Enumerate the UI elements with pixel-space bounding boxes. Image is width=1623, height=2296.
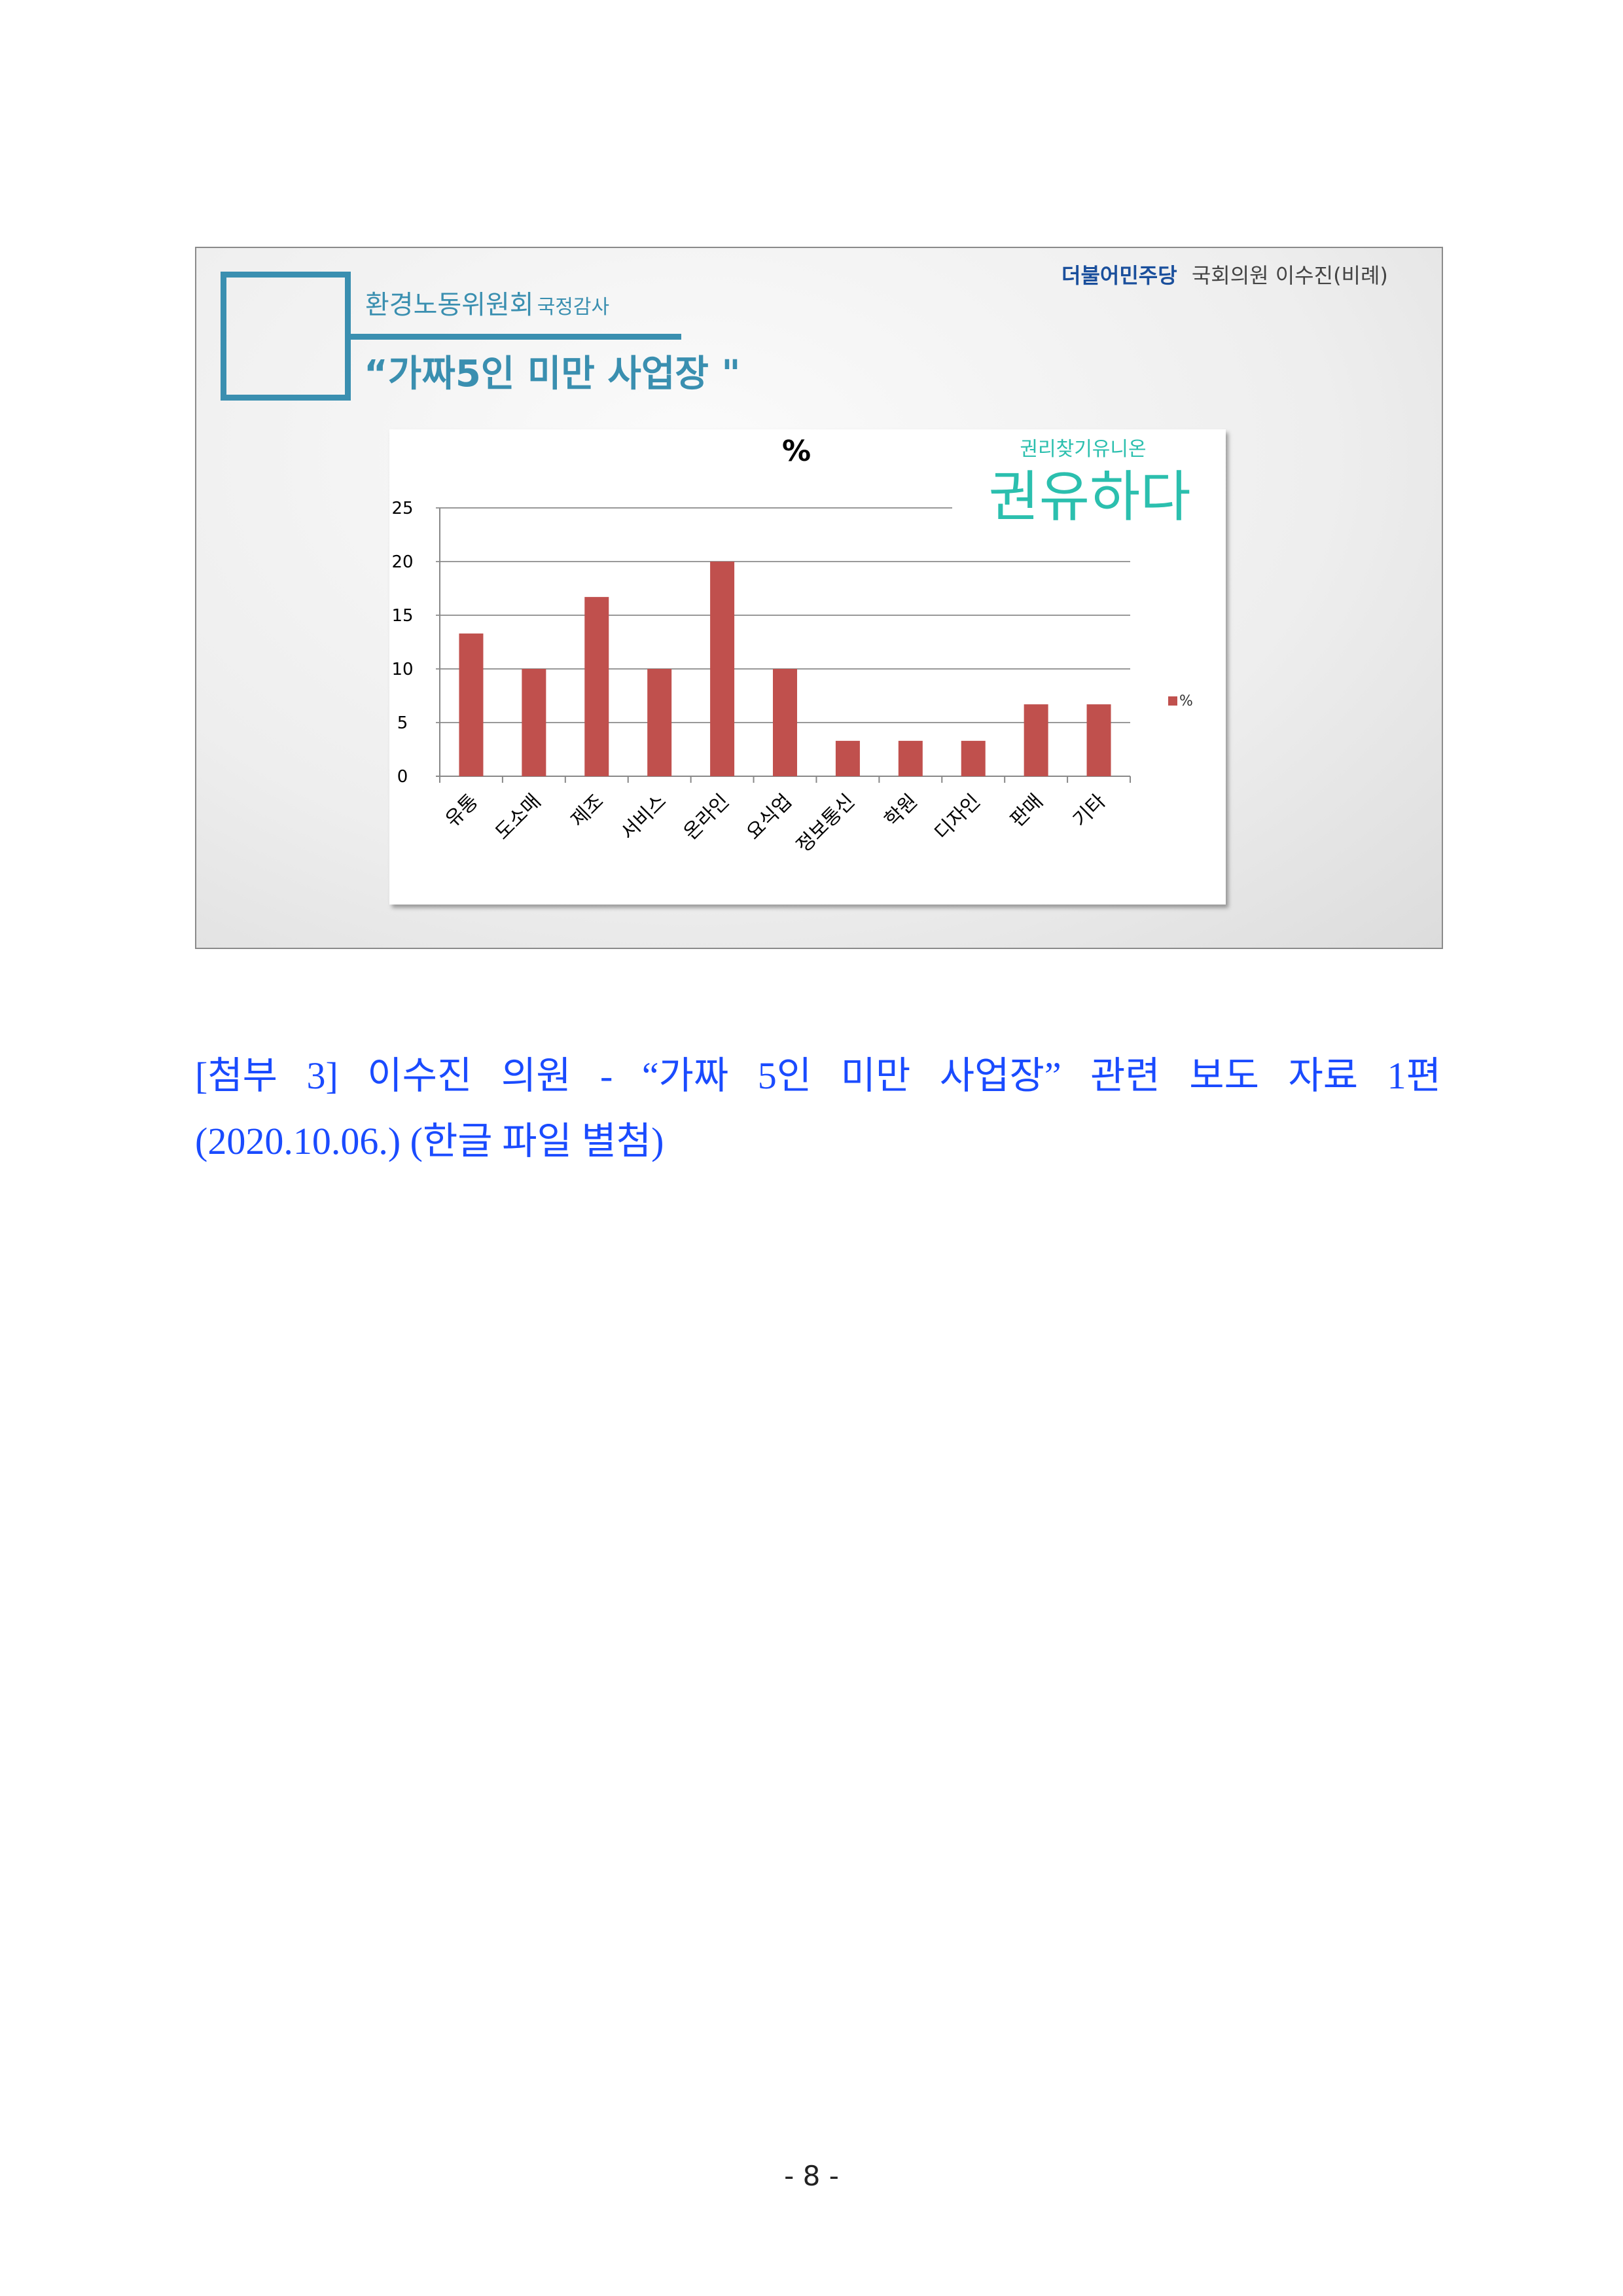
bar [773, 669, 797, 776]
bar [1024, 704, 1048, 776]
x-tick-label: 정보통신 [792, 790, 859, 857]
legend-label: % [1179, 693, 1193, 709]
bar [961, 740, 986, 776]
bar [522, 669, 546, 776]
y-tick-label: 10 [391, 660, 413, 679]
slide-title: “가짜5인 미만 사업장 " [364, 353, 741, 395]
legend-swatch [1168, 696, 1177, 706]
y-tick-label: 25 [391, 499, 413, 518]
bar [584, 597, 609, 776]
x-tick-label: 학원 [880, 790, 922, 832]
subtitle-underline [351, 334, 681, 340]
y-tick-label: 20 [391, 552, 413, 572]
x-tick-label: 도소매 [491, 790, 545, 844]
audit-label: 국정감사 [537, 296, 610, 319]
x-tick-label: 온라인 [679, 790, 734, 844]
logo-small-text: 권리찾기유니온 [1020, 438, 1146, 461]
page-number: - 8 - [784, 2160, 839, 2192]
x-tick-label: 서비스 [616, 790, 671, 844]
caption-line-1: [첨부 3] 이수진 의원 - “가짜 5인 미만 사업장” 관련 보도 자료 … [195, 1054, 1441, 1097]
attachment-caption: [첨부 3] 이수진 의원 - “가짜 5인 미만 사업장” 관련 보도 자료 … [195, 1045, 1441, 1165]
party-logo: 더불어민주당 [1061, 263, 1177, 288]
chart-title: % [782, 435, 811, 468]
slide-header: 더불어민주당 국회의원 이수진(비례) [1061, 262, 1388, 289]
logo-big-text: 권유하다 [988, 465, 1190, 529]
member-name: 국회의원 이수진(비례) [1191, 263, 1388, 288]
x-tick-label: 판매 [1006, 790, 1048, 832]
bar [710, 562, 735, 776]
presentation-slide: 환경노동위원회 국정감사 “가짜5인 미만 사업장 " 더불어민주당 국회의원 … [195, 247, 1443, 949]
bar [647, 669, 672, 776]
bracket-frame-decoration [221, 272, 351, 401]
x-tick-label: 디자인 [931, 790, 985, 844]
y-tick-label: 5 [397, 713, 408, 733]
x-tick-label: 유통 [441, 790, 483, 832]
x-tick-label: 기타 [1069, 790, 1111, 832]
bar [1086, 704, 1111, 776]
bar [459, 633, 484, 776]
committee-name: 환경노동위원회 [365, 290, 534, 320]
caption-line-2: (2020.10.06.) (한글 파일 별첨) [195, 1120, 664, 1162]
chart-panel: 0 5 10 15 20 25 유통 도소매 제조 서비스 온라인 요식업 정보통신 학원 디자인 판매 기타 … [389, 429, 1226, 905]
bar [898, 740, 923, 776]
y-tick-label: 0 [397, 767, 408, 787]
x-tick-label: 요식업 [742, 790, 796, 844]
x-tick-label: 제조 [567, 790, 609, 832]
slide-subtitle: 환경노동위원회 국정감사 [365, 289, 609, 327]
bar [835, 740, 860, 776]
y-tick-label: 15 [391, 606, 413, 626]
